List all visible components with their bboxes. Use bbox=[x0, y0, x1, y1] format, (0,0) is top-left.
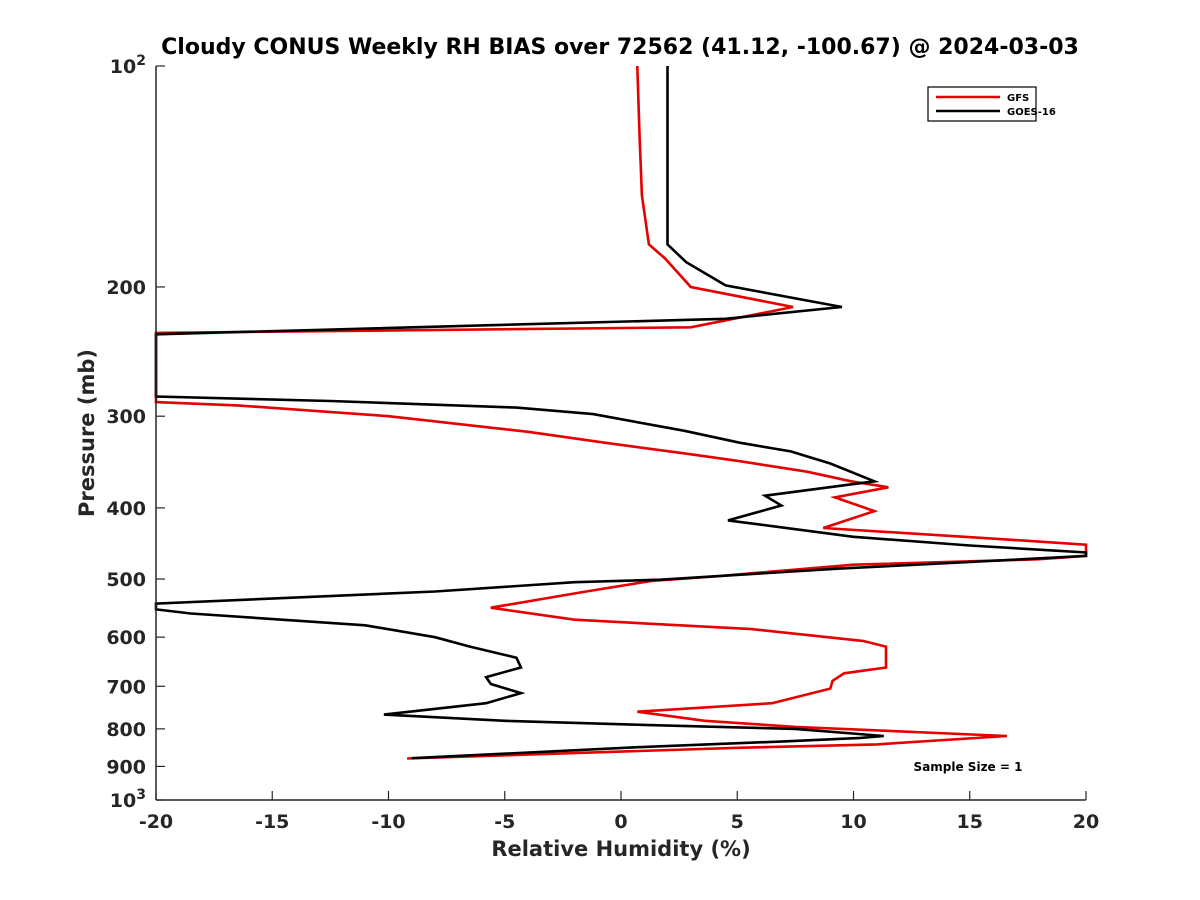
x-tick-label: 20 bbox=[1073, 811, 1099, 833]
y-tick-label: 200 bbox=[106, 277, 146, 299]
x-tick-label: -15 bbox=[255, 811, 289, 833]
y-axis-label: Pressure (mb) bbox=[75, 349, 99, 517]
x-axis-label: Relative Humidity (%) bbox=[491, 837, 750, 861]
chart-title: Cloudy CONUS Weekly RH BIAS over 72562 (… bbox=[161, 35, 1079, 60]
x-tick-label: -10 bbox=[371, 811, 405, 833]
x-tick-label: 10 bbox=[840, 811, 866, 833]
y-tick-label: 800 bbox=[106, 719, 146, 741]
sample-size-annotation: Sample Size = 1 bbox=[914, 760, 1023, 774]
x-tick-label: 0 bbox=[614, 811, 627, 833]
y-tick-label: 103 bbox=[110, 787, 146, 812]
x-tick-label: 15 bbox=[957, 811, 983, 833]
y-tick-label: 700 bbox=[106, 676, 146, 698]
x-ticks: -20 -15 -10 -5 0 5 10 15 20 bbox=[139, 791, 1099, 833]
x-tick-label: 5 bbox=[731, 811, 744, 833]
y-tick-label: 300 bbox=[106, 406, 146, 428]
x-tick-label: -5 bbox=[494, 811, 515, 833]
legend-label-gfs: GFS bbox=[1007, 93, 1029, 104]
plot-area bbox=[156, 66, 1086, 800]
y-tick-label: 600 bbox=[106, 627, 146, 649]
legend-box bbox=[927, 86, 1037, 122]
x-tick-label: -20 bbox=[139, 811, 173, 833]
y-tick-label: 500 bbox=[106, 569, 146, 591]
series-line-gfs bbox=[154, 65, 1088, 760]
y-tick-label: 400 bbox=[106, 498, 146, 520]
plot-background bbox=[156, 66, 1086, 800]
legend-label-goes16: GOES-16 bbox=[1007, 107, 1056, 118]
legend: GFS GOES-16 bbox=[927, 86, 1056, 122]
y-tick-label: 900 bbox=[106, 756, 146, 778]
y-ticks: 102 200 300 400 500 600 700 800 900 103 bbox=[106, 53, 165, 812]
y-tick-label: 102 bbox=[110, 53, 146, 78]
